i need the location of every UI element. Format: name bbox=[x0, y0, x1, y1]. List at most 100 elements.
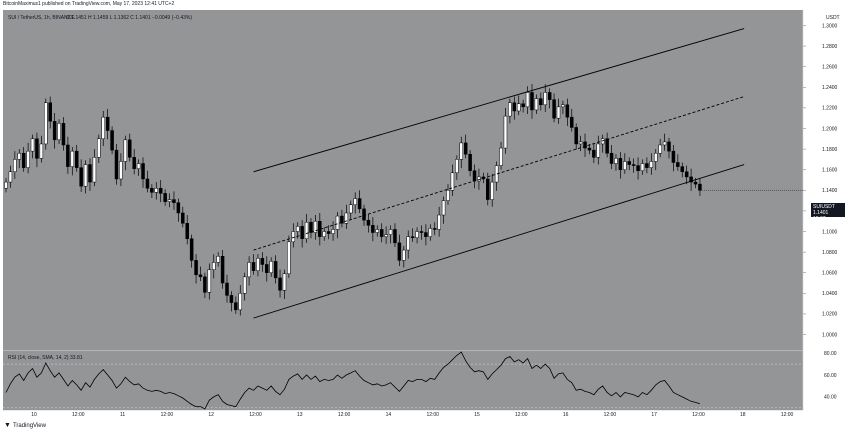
time-tick-label: 17 bbox=[651, 412, 657, 418]
candle-up bbox=[136, 163, 141, 169]
time-tick-label: 12:00 bbox=[604, 412, 617, 418]
candle-down bbox=[605, 138, 609, 154]
candle-down bbox=[486, 178, 490, 200]
price-tick-label: 1.1400 bbox=[822, 188, 838, 194]
candle-up bbox=[30, 138, 35, 152]
candle-down bbox=[671, 150, 676, 163]
candle-up bbox=[167, 199, 172, 202]
price-tick-label: 1.0000 bbox=[822, 332, 838, 338]
price-tick-label: 1.3000 bbox=[822, 23, 838, 29]
candle-down bbox=[574, 127, 578, 145]
candle-up bbox=[17, 152, 22, 160]
candle-up bbox=[596, 143, 601, 158]
current-price-label: SUIUSDT 1.1401 18:37 bbox=[811, 203, 845, 222]
candle-up bbox=[578, 141, 583, 145]
candle-down bbox=[35, 138, 39, 159]
rsi-legend: RSI (14, close, SMA, 14, 2) bbox=[8, 355, 69, 361]
chart-frame[interactable]: 1.3000 1.2800 1.2600 1.2400 1.2200 1.2000 1.18… bbox=[3, 10, 846, 418]
price-tick-label: 1.0800 bbox=[822, 250, 838, 256]
candle-up bbox=[207, 269, 212, 293]
price-tick-label: 1.0600 bbox=[822, 271, 838, 277]
rsi-tick-label: 60.00 bbox=[824, 373, 837, 379]
main-pane-background bbox=[3, 10, 803, 350]
candle-up bbox=[282, 273, 287, 291]
rsi-line bbox=[5, 351, 701, 410]
candle-up bbox=[119, 161, 123, 180]
candle-up bbox=[97, 138, 101, 158]
candle-up bbox=[503, 115, 508, 149]
time-tick-label: 12:00 bbox=[426, 412, 439, 418]
candle-down bbox=[189, 238, 194, 261]
candle-down bbox=[260, 258, 265, 265]
candle-up bbox=[344, 212, 349, 224]
time-tick-label: 12 bbox=[208, 412, 214, 418]
candle-up bbox=[57, 123, 61, 141]
candle-down bbox=[114, 149, 119, 180]
candle-down bbox=[141, 163, 145, 180]
time-tick-label: 12:00 bbox=[161, 412, 174, 418]
candle-down bbox=[463, 142, 468, 155]
price-chart[interactable]: 1.3000 1.2800 1.2600 1.2400 1.2200 1.2000 1.18… bbox=[3, 10, 846, 418]
candle-down bbox=[366, 219, 371, 226]
candle-down bbox=[419, 231, 424, 233]
candle-down bbox=[468, 153, 472, 171]
candle-up bbox=[154, 187, 159, 193]
candle-up bbox=[211, 262, 216, 270]
candle-up bbox=[269, 261, 273, 273]
candle-up bbox=[662, 141, 667, 146]
candle-down bbox=[74, 150, 79, 168]
candle-up bbox=[649, 161, 654, 168]
candle-down bbox=[472, 170, 477, 182]
time-tick-label: 14 bbox=[386, 412, 392, 418]
candle-down bbox=[371, 225, 375, 233]
rsi-tick-label: 80.00 bbox=[824, 351, 837, 357]
candle-up bbox=[450, 172, 455, 191]
candle-down bbox=[52, 121, 57, 141]
candle-up bbox=[8, 171, 13, 183]
candle-up bbox=[437, 214, 441, 230]
candle-down bbox=[185, 223, 189, 239]
price-currency-label: USDT bbox=[826, 15, 840, 21]
candle-up bbox=[70, 150, 75, 167]
candle-up bbox=[123, 139, 128, 162]
candle-up bbox=[335, 215, 340, 230]
candle-down bbox=[194, 260, 198, 276]
candle-down bbox=[273, 261, 278, 279]
candle-down bbox=[618, 158, 623, 170]
candle-down bbox=[565, 104, 570, 118]
candle-down bbox=[432, 228, 437, 230]
candle-up bbox=[291, 231, 296, 243]
candle-down bbox=[251, 262, 256, 271]
candle-down bbox=[689, 176, 693, 183]
tradingview-footer: ▼ TradingView bbox=[4, 422, 46, 429]
candle-up bbox=[384, 234, 388, 237]
channel-middle-line bbox=[253, 96, 745, 251]
candle-down bbox=[158, 187, 163, 194]
candle-down bbox=[379, 229, 384, 237]
candle-down bbox=[512, 102, 517, 112]
candle-up bbox=[322, 231, 326, 237]
candle-down bbox=[220, 255, 225, 284]
candle-up bbox=[101, 116, 105, 140]
candle-up bbox=[39, 143, 44, 159]
candle-up bbox=[556, 106, 561, 119]
candle-down bbox=[300, 226, 304, 239]
chart-legend-ohlc: O 1.1451 H 1.1459 L 1.1362 C 1.1401 −0.0… bbox=[66, 15, 192, 21]
candle-up bbox=[658, 144, 662, 154]
candle-down bbox=[145, 178, 150, 189]
candle-down bbox=[21, 152, 26, 168]
candle-down bbox=[340, 215, 344, 224]
candle-up bbox=[623, 161, 627, 170]
candle-up bbox=[375, 229, 380, 233]
candle-down bbox=[397, 242, 402, 261]
candle-down bbox=[150, 187, 154, 193]
candle-up bbox=[242, 276, 247, 294]
current-price-countdown: 18:37 bbox=[813, 216, 826, 222]
channel-lower-line bbox=[253, 164, 745, 319]
candle-up bbox=[490, 181, 494, 200]
candle-down bbox=[636, 165, 640, 171]
candle-up bbox=[353, 198, 357, 205]
candle-down bbox=[110, 130, 114, 151]
candle-down bbox=[105, 116, 110, 131]
candle-up bbox=[26, 150, 30, 168]
